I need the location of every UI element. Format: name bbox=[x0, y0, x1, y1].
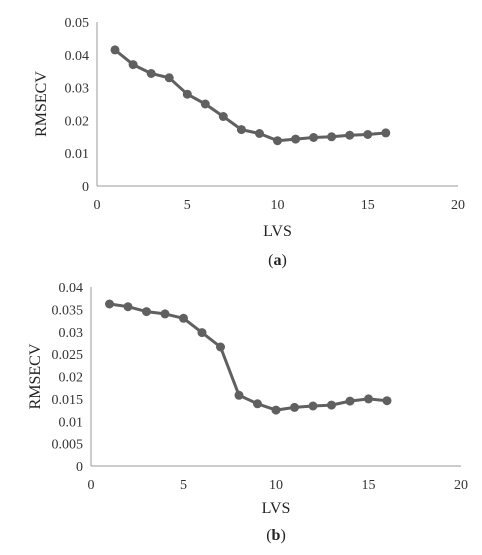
data-point bbox=[308, 401, 318, 411]
data-point bbox=[253, 399, 262, 409]
x-tick-label: 5 bbox=[184, 198, 191, 213]
chart-b: 0 0.005 0.01 0.015 0.02 0.025 0.03 0.035 0.04 0 5 1… bbox=[27, 281, 468, 544]
data-point bbox=[382, 396, 392, 406]
y-tick-label: 0.03 bbox=[59, 326, 84, 341]
data-point bbox=[110, 45, 120, 55]
data-point bbox=[128, 60, 138, 70]
panel-caption: (a) bbox=[268, 252, 287, 269]
data-point bbox=[105, 299, 114, 309]
x-tick-label: 10 bbox=[269, 478, 283, 493]
y-tick-label: 0.01 bbox=[59, 415, 84, 430]
data-point bbox=[160, 309, 170, 319]
x-tick-label: 20 bbox=[454, 478, 468, 493]
x-tick-label: 10 bbox=[271, 198, 285, 213]
y-tick-label: 0.04 bbox=[65, 49, 90, 64]
data-point bbox=[123, 302, 133, 312]
x-tick-label: 15 bbox=[362, 478, 376, 493]
y-tick-label: 0 bbox=[82, 180, 89, 195]
data-point bbox=[291, 134, 301, 144]
data-point bbox=[142, 307, 151, 317]
data-point bbox=[234, 390, 244, 400]
data-point bbox=[273, 136, 282, 146]
data-point bbox=[271, 405, 281, 415]
series-line bbox=[108, 302, 389, 412]
panel-caption: (b) bbox=[266, 527, 286, 544]
y-tick-label: 0.02 bbox=[65, 114, 90, 129]
data-point bbox=[290, 402, 299, 412]
data-point bbox=[179, 313, 188, 323]
data-point bbox=[327, 400, 336, 410]
data-point bbox=[216, 342, 225, 352]
y-axis-label: RMSECV bbox=[27, 343, 44, 409]
x-tick-label: 0 bbox=[88, 478, 95, 493]
y-tick-label: 0.035 bbox=[52, 303, 84, 318]
y-tick-label: 0.01 bbox=[65, 147, 90, 162]
chart-a: 0 0.01 0.02 0.03 0.04 0.05 0 5 10 15 20 LVS RMSECV (a… bbox=[33, 16, 465, 269]
data-point bbox=[197, 328, 207, 338]
data-point bbox=[345, 130, 355, 140]
x-tick-label: 0 bbox=[94, 198, 101, 213]
data-point bbox=[255, 129, 264, 138]
data-point bbox=[345, 396, 355, 406]
data-point bbox=[364, 394, 373, 404]
data-point bbox=[200, 99, 210, 109]
x-tick-label: 15 bbox=[361, 198, 375, 213]
data-point bbox=[309, 133, 319, 142]
data-point bbox=[381, 128, 391, 138]
y-tick-label: 0 bbox=[76, 460, 83, 475]
series-line bbox=[113, 48, 388, 143]
data-point bbox=[218, 112, 228, 121]
y-tick-label: 0.02 bbox=[59, 371, 84, 386]
x-tick-label: 5 bbox=[180, 478, 187, 493]
y-tick-label: 0.03 bbox=[65, 82, 90, 97]
y-tick-label: 0.05 bbox=[65, 16, 90, 31]
x-axis-label: LVS bbox=[262, 500, 291, 517]
data-point bbox=[327, 132, 337, 142]
x-axis-label: LVS bbox=[263, 223, 292, 240]
data-point bbox=[182, 89, 192, 99]
data-point bbox=[363, 130, 373, 139]
y-tick-label: 0.005 bbox=[52, 438, 84, 453]
data-point bbox=[236, 125, 246, 135]
y-tick-label: 0.04 bbox=[59, 281, 84, 296]
y-axis-label: RMSECV bbox=[33, 71, 50, 137]
y-tick-label: 0.025 bbox=[52, 348, 84, 363]
x-tick-label: 20 bbox=[451, 198, 465, 213]
data-point bbox=[164, 73, 174, 83]
data-point bbox=[146, 69, 156, 78]
y-tick-label: 0.015 bbox=[52, 393, 84, 408]
